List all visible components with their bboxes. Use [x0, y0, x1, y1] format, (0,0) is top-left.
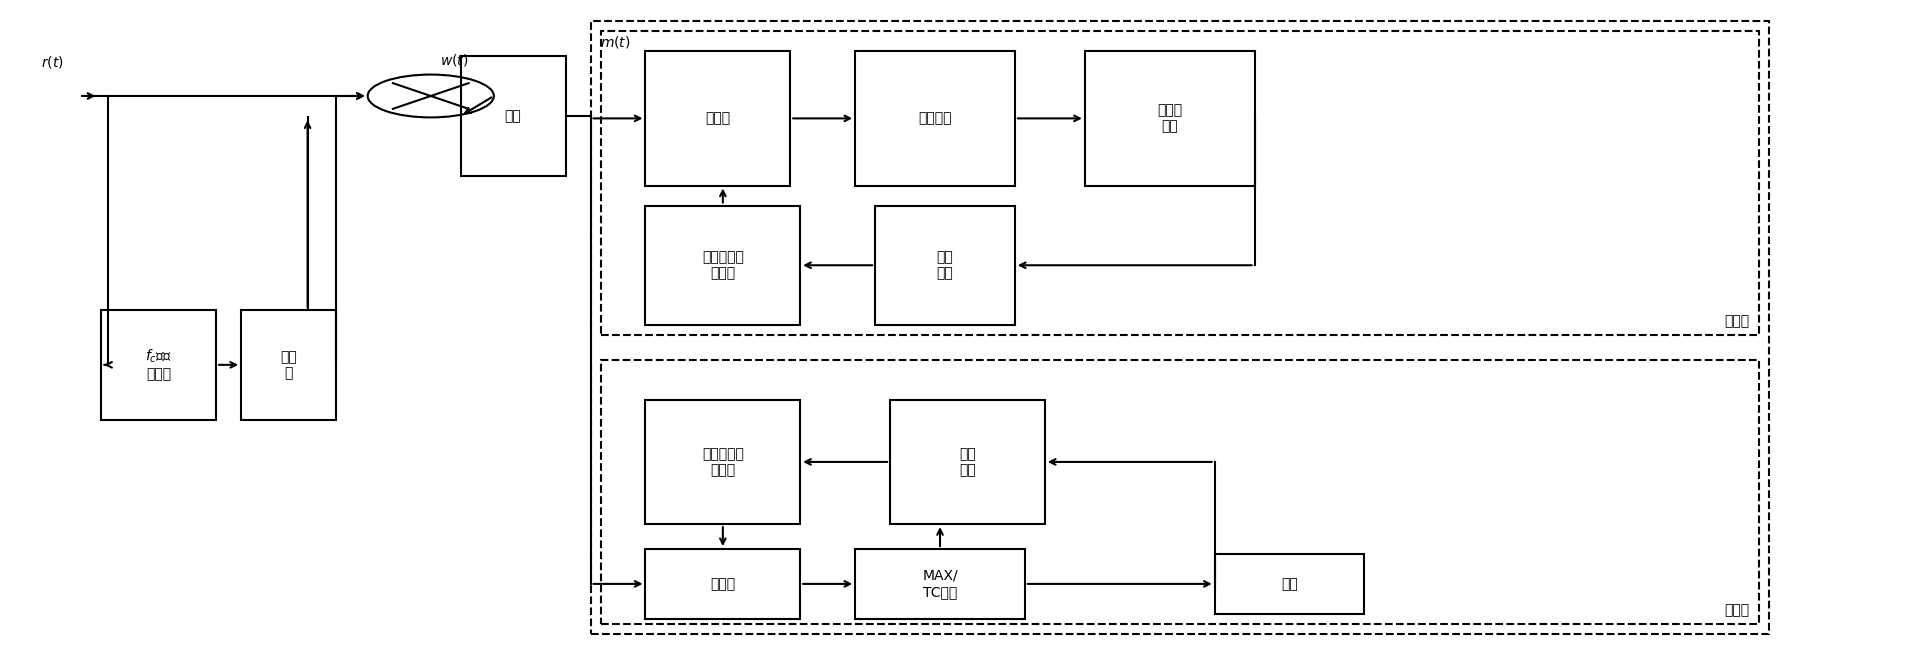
- FancyBboxPatch shape: [645, 549, 800, 619]
- FancyBboxPatch shape: [645, 51, 790, 186]
- Text: 本地前导序
列模板: 本地前导序 列模板: [702, 447, 745, 477]
- Text: 粗捕获: 粗捕获: [1725, 314, 1749, 329]
- Text: 相位
控制: 相位 控制: [936, 250, 953, 280]
- Text: 相位
控制: 相位 控制: [959, 447, 976, 477]
- Text: 过门限
时刻: 过门限 时刻: [1158, 103, 1183, 134]
- Text: $r(t)$: $r(t)$: [40, 54, 63, 70]
- FancyBboxPatch shape: [856, 549, 1024, 619]
- FancyBboxPatch shape: [461, 56, 565, 175]
- Text: 相关器: 相关器: [704, 111, 731, 125]
- FancyBboxPatch shape: [645, 205, 800, 325]
- FancyBboxPatch shape: [101, 310, 216, 420]
- Text: 低通: 低通: [505, 109, 521, 123]
- FancyBboxPatch shape: [645, 400, 800, 524]
- Text: 跟踪: 跟踪: [1280, 577, 1298, 591]
- Text: $m(t)$: $m(t)$: [601, 35, 630, 50]
- Text: MAX/
TC准则: MAX/ TC准则: [923, 569, 957, 599]
- FancyBboxPatch shape: [1085, 51, 1254, 186]
- FancyBboxPatch shape: [1215, 554, 1365, 614]
- Text: 移相
器: 移相 器: [279, 349, 297, 380]
- FancyBboxPatch shape: [241, 310, 335, 420]
- FancyBboxPatch shape: [875, 205, 1014, 325]
- FancyBboxPatch shape: [856, 51, 1014, 186]
- Text: 门限判决: 门限判决: [919, 111, 951, 125]
- Text: $w(t)$: $w(t)$: [440, 52, 469, 68]
- Text: 本地前导序
列模板: 本地前导序 列模板: [702, 250, 745, 280]
- Text: 相关器: 相关器: [710, 577, 735, 591]
- Text: $f_c$窄带
滤波器: $f_c$窄带 滤波器: [145, 348, 172, 381]
- Text: 细捕获: 细捕获: [1725, 603, 1749, 617]
- FancyBboxPatch shape: [890, 400, 1045, 524]
